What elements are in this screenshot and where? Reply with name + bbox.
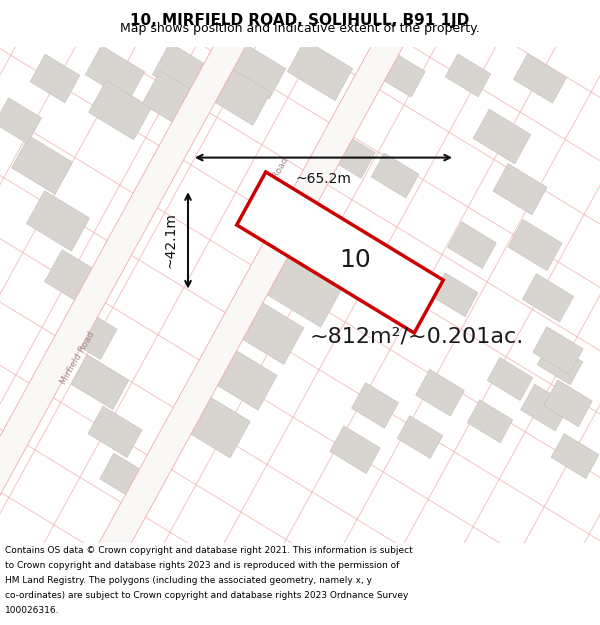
Polygon shape bbox=[142, 71, 208, 132]
Polygon shape bbox=[330, 426, 380, 474]
Polygon shape bbox=[0, 0, 272, 625]
Polygon shape bbox=[473, 109, 531, 164]
Text: 10: 10 bbox=[339, 248, 371, 272]
Text: ~42.1m: ~42.1m bbox=[164, 213, 178, 268]
Polygon shape bbox=[287, 39, 353, 101]
Polygon shape bbox=[493, 164, 547, 215]
Polygon shape bbox=[59, 304, 117, 359]
Text: 100026316.: 100026316. bbox=[5, 606, 59, 616]
Polygon shape bbox=[44, 250, 106, 308]
Text: ~65.2m: ~65.2m bbox=[296, 173, 352, 186]
Polygon shape bbox=[533, 327, 583, 374]
Polygon shape bbox=[224, 41, 286, 99]
Polygon shape bbox=[523, 274, 574, 322]
Polygon shape bbox=[521, 384, 569, 431]
Polygon shape bbox=[544, 380, 592, 427]
Polygon shape bbox=[236, 299, 304, 364]
Polygon shape bbox=[448, 222, 496, 269]
Polygon shape bbox=[397, 416, 443, 459]
Polygon shape bbox=[213, 348, 277, 410]
Polygon shape bbox=[205, 63, 271, 125]
Text: HM Land Registry. The polygons (including the associated geometry, namely x, y: HM Land Registry. The polygons (includin… bbox=[5, 576, 372, 585]
Text: 10, MIRFIELD ROAD, SOLIHULL, B91 1JD: 10, MIRFIELD ROAD, SOLIHULL, B91 1JD bbox=[130, 13, 470, 28]
Polygon shape bbox=[467, 400, 513, 442]
Polygon shape bbox=[71, 355, 129, 409]
Polygon shape bbox=[180, 391, 250, 458]
Polygon shape bbox=[93, 0, 467, 569]
Polygon shape bbox=[0, 98, 41, 144]
Polygon shape bbox=[152, 42, 218, 104]
Text: to Crown copyright and database rights 2023 and is reproduced with the permissio: to Crown copyright and database rights 2… bbox=[5, 561, 399, 570]
Polygon shape bbox=[432, 272, 478, 317]
Polygon shape bbox=[85, 46, 145, 101]
Text: ~812m²/~0.201ac.: ~812m²/~0.201ac. bbox=[310, 327, 524, 347]
Polygon shape bbox=[26, 191, 89, 251]
Text: Contains OS data © Crown copyright and database right 2021. This information is : Contains OS data © Crown copyright and d… bbox=[5, 546, 413, 555]
Polygon shape bbox=[11, 136, 73, 194]
Polygon shape bbox=[551, 434, 599, 479]
Polygon shape bbox=[88, 406, 142, 458]
Text: Map shows position and indicative extent of the property.: Map shows position and indicative extent… bbox=[120, 22, 480, 35]
Polygon shape bbox=[375, 49, 425, 97]
Text: Mirfield Road: Mirfield Road bbox=[59, 330, 97, 386]
Polygon shape bbox=[416, 369, 464, 416]
Text: co-ordinates) are subject to Crown copyright and database rights 2023 Ordnance S: co-ordinates) are subject to Crown copyr… bbox=[5, 591, 408, 601]
Polygon shape bbox=[445, 54, 491, 97]
Polygon shape bbox=[262, 241, 348, 327]
Polygon shape bbox=[325, 131, 375, 178]
Polygon shape bbox=[508, 219, 562, 271]
Polygon shape bbox=[100, 453, 150, 501]
Polygon shape bbox=[352, 382, 398, 428]
Polygon shape bbox=[89, 81, 151, 140]
Polygon shape bbox=[237, 172, 443, 333]
Polygon shape bbox=[514, 54, 566, 103]
Polygon shape bbox=[537, 342, 583, 384]
Polygon shape bbox=[30, 54, 80, 102]
Text: Mirfield Road: Mirfield Road bbox=[253, 156, 291, 212]
Polygon shape bbox=[371, 153, 419, 198]
Polygon shape bbox=[487, 357, 533, 401]
